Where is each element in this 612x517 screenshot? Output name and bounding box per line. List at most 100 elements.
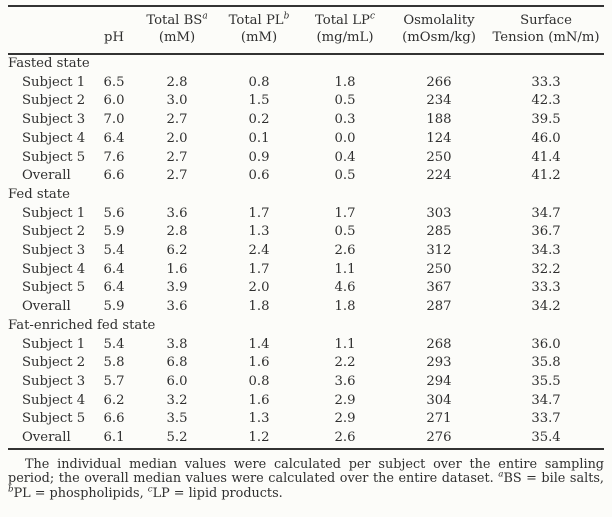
cell-value: 6.6 (103, 411, 125, 427)
cell-value: 3.2 (166, 392, 188, 408)
cell-value: 2.9 (334, 392, 356, 408)
col-header-label-unit (8, 29, 92, 55)
cell-value: 312 (426, 243, 452, 259)
cell-value: 46.0 (531, 130, 561, 146)
col-header-surface-tension: Surface (488, 6, 604, 30)
cell-value: 294 (426, 373, 452, 389)
row-label: Subject 5 (22, 280, 86, 296)
table-row: Subject 3 5.7 6.0 0.8 3.6 294 35.5 (8, 373, 604, 392)
cell-value: 34.7 (531, 205, 561, 221)
row-label: Subject 1 (22, 205, 86, 221)
cell-value: 367 (426, 280, 452, 296)
cell-value: 276 (426, 430, 452, 446)
cell-value: 7.6 (103, 149, 125, 165)
cell-value: 1.3 (248, 224, 270, 240)
cell-value: 1.6 (166, 261, 188, 277)
cell-value: 35.8 (531, 355, 561, 371)
table-row: Subject 4 6.4 2.0 0.1 0.0 124 46.0 (8, 130, 604, 149)
section-row: Fed state (8, 186, 604, 205)
cell-value: 6.4 (103, 261, 125, 277)
cell-value: 41.4 (531, 149, 561, 165)
row-label: Overall (22, 299, 71, 315)
cell-value: 5.4 (103, 336, 125, 352)
col-header-surface-tension-unit: Tension (mN/m) (488, 29, 604, 55)
row-label: Subject 5 (22, 149, 86, 165)
col-header-ph-top (92, 6, 136, 30)
cell-value: 0.3 (334, 112, 356, 128)
table-header: Total BSa Total PLb Total LPc Osmolality… (8, 6, 604, 55)
cell-value: 293 (426, 355, 452, 371)
cell-value: 35.5 (531, 373, 561, 389)
cell-value: 5.9 (103, 224, 125, 240)
row-label: Overall (22, 430, 71, 446)
row-label: Subject 4 (22, 392, 86, 408)
cell-value: 2.0 (166, 130, 188, 146)
table-row: Subject 3 7.0 2.7 0.2 0.3 188 39.5 (8, 111, 604, 130)
cell-value: 0.9 (248, 149, 270, 165)
cell-value: 1.2 (248, 430, 270, 446)
col-header-total-lp: Total LPc (300, 6, 390, 30)
cell-value: 234 (426, 93, 452, 109)
header-text: Total LP (315, 13, 370, 28)
row-label: Subject 2 (22, 224, 86, 240)
cell-value: 0.4 (334, 149, 356, 165)
footnote-marker-a: a (202, 11, 208, 22)
header-text: (mOsm/kg) (402, 29, 476, 45)
cell-value: 124 (426, 130, 452, 146)
table-row: Overall 6.1 5.2 1.2 2.6 276 35.4 (8, 429, 604, 449)
header-text: pH (104, 29, 124, 45)
cell-value: 5.2 (166, 430, 188, 446)
table-body: Fasted state Subject 1 6.5 2.8 0.8 1.8 266 33.3… (8, 54, 604, 449)
table-row: Subject 1 5.4 3.8 1.4 1.1 268 36.0 (8, 336, 604, 355)
col-header-total-pl-unit: (mM) (218, 29, 300, 55)
cell-value: 2.7 (166, 112, 188, 128)
cell-value: 1.8 (334, 299, 356, 315)
cell-value: 0.0 (334, 130, 356, 146)
row-label: Subject 2 (22, 93, 86, 109)
table-row: Subject 2 5.8 6.8 1.6 2.2 293 35.8 (8, 354, 604, 373)
row-label: Subject 3 (22, 243, 86, 259)
row-label: Subject 3 (22, 112, 86, 128)
header-text: Total BS (146, 13, 203, 28)
cell-value: 2.7 (166, 168, 188, 184)
cell-value: 5.4 (103, 243, 125, 259)
row-label: Subject 3 (22, 373, 86, 389)
row-label: Subject 1 (22, 74, 86, 90)
header-text: (mM) (158, 29, 196, 45)
col-header-ph: pH (92, 29, 136, 55)
cell-value: 1.3 (248, 411, 270, 427)
col-header-total-bs-unit: (mM) (136, 29, 218, 55)
media-composition-table: Total BSa Total PLb Total LPc Osmolality… (8, 5, 604, 450)
cell-value: 32.2 (531, 261, 561, 277)
section-label: Fasted state (8, 56, 90, 71)
cell-value: 224 (426, 168, 452, 184)
footnote-marker-b: b (8, 484, 14, 495)
cell-value: 285 (426, 224, 452, 240)
cell-value: 0.5 (334, 168, 356, 184)
cell-value: 1.1 (334, 336, 356, 352)
cell-value: 1.7 (248, 205, 270, 221)
table-row: Subject 1 5.6 3.6 1.7 1.7 303 34.7 (8, 205, 604, 224)
table-row: Overall 6.6 2.7 0.6 0.5 224 41.2 (8, 167, 604, 186)
cell-value: 0.5 (334, 224, 356, 240)
cell-value: 5.7 (103, 373, 125, 389)
table-row: Subject 5 6.6 3.5 1.3 2.9 271 33.7 (8, 410, 604, 429)
cell-value: 0.6 (248, 168, 270, 184)
header-row-2: pH (mM) (mM) (mg/mL) (mOsm/kg) Tension (… (8, 29, 604, 55)
col-header-label-top (8, 6, 92, 30)
col-header-total-lp-unit: (mg/mL) (300, 29, 390, 55)
col-header-osmolality: Osmolality (390, 6, 488, 30)
cell-value: 1.6 (248, 355, 270, 371)
cell-value: 2.2 (334, 355, 356, 371)
cell-value: 0.1 (248, 130, 270, 146)
col-header-total-bs: Total BSa (136, 6, 218, 30)
table-row: Subject 4 6.4 1.6 1.7 1.1 250 32.2 (8, 261, 604, 280)
cell-value: 2.6 (334, 243, 356, 259)
cell-value: 1.8 (248, 299, 270, 315)
footnote-marker-a: a (498, 470, 504, 481)
section-label: Fed state (8, 186, 70, 202)
cell-value: 34.2 (531, 299, 561, 315)
cell-value: 250 (426, 261, 452, 277)
cell-value: 1.7 (334, 205, 356, 221)
cell-value: 3.6 (166, 205, 188, 221)
